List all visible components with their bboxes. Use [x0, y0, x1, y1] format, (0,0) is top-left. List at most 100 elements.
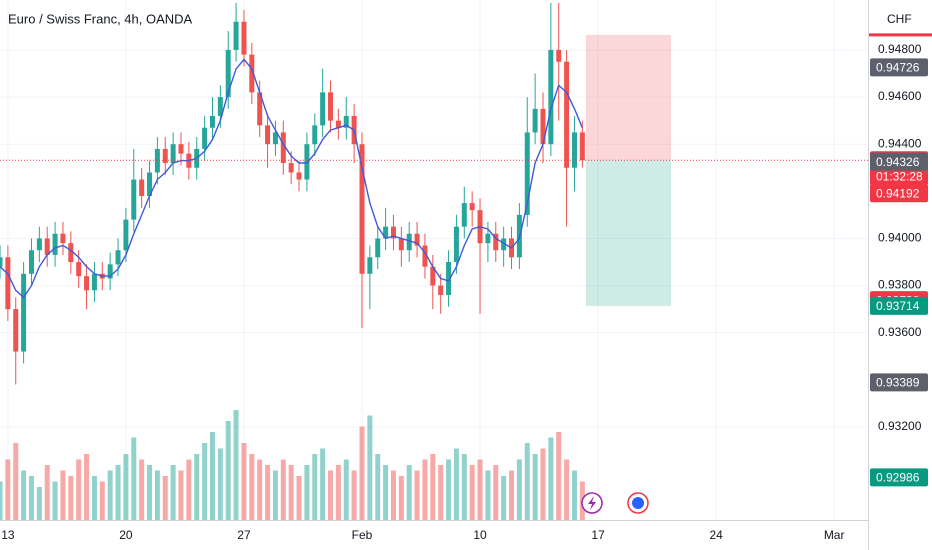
- lightning-icon: [588, 496, 596, 510]
- position-layer: [586, 34, 671, 306]
- candle-body: [375, 238, 381, 258]
- volume-bar: [383, 465, 389, 520]
- volume-bar: [398, 476, 404, 520]
- price-label: 0.94726: [876, 61, 920, 75]
- candle-body: [556, 49, 562, 62]
- volume-bar: [296, 476, 302, 520]
- candle-body: [461, 203, 467, 227]
- volume-bar: [453, 448, 459, 520]
- volume-bar: [209, 432, 215, 520]
- candle-body: [44, 238, 50, 255]
- candle-body: [249, 54, 255, 93]
- x-tick-label: 17: [591, 528, 605, 542]
- volume-bar: [524, 443, 530, 520]
- candle-body: [162, 148, 168, 164]
- candle-body: [304, 144, 310, 180]
- candle-body: [414, 233, 420, 246]
- price-label-box: [870, 468, 928, 487]
- volume-bar: [304, 465, 310, 520]
- candle-body: [367, 257, 373, 274]
- volume-bar: [225, 421, 231, 520]
- candle-body: [446, 262, 452, 295]
- x-tick-label: 13: [1, 528, 15, 542]
- volume-bar: [422, 459, 428, 520]
- x-tick-label: 20: [119, 528, 133, 542]
- volume-bar: [13, 443, 19, 520]
- volume-bar: [36, 487, 42, 520]
- volume-bar: [115, 465, 121, 520]
- volume-bar: [532, 454, 538, 520]
- axis-layer: 0.93200 0.93600 0.93800 0.94000 0.94400 0.946…: [1, 33, 932, 542]
- volume-bar: [556, 432, 562, 520]
- stop-marker: [869, 33, 932, 37]
- event-icons[interactable]: [581, 492, 649, 514]
- candle-body: [217, 97, 223, 116]
- price-label-box: [870, 184, 928, 203]
- candle-body: [383, 226, 389, 239]
- volume-bar: [233, 410, 239, 520]
- candle-body: [493, 233, 499, 251]
- candle-body: [147, 172, 153, 197]
- y-tick-label: 0.94000: [878, 231, 922, 245]
- candle-body: [469, 203, 475, 211]
- volume-bar: [0, 481, 3, 520]
- volume-bar: [139, 459, 145, 520]
- candle-body: [68, 243, 74, 263]
- candle-body: [84, 276, 90, 291]
- volume-bar: [178, 470, 184, 520]
- volume-bar: [564, 459, 570, 520]
- candle-body: [579, 132, 585, 161]
- candle-body: [115, 250, 121, 265]
- volume-bar: [84, 454, 90, 520]
- volume-bar: [438, 465, 444, 520]
- candle-body: [453, 226, 459, 263]
- candle-body: [328, 92, 334, 121]
- volume-layer: [0, 410, 585, 520]
- candle-body: [438, 285, 444, 295]
- y-tick-label: 0.94400: [878, 136, 922, 150]
- candle-body: [202, 127, 208, 149]
- candle-body: [335, 120, 341, 128]
- candle-body: [571, 132, 577, 168]
- y-tick-label: 0.93800: [878, 278, 922, 292]
- volume-bar: [477, 459, 483, 520]
- candle-body: [107, 264, 113, 279]
- volume-bar: [430, 454, 436, 520]
- volume-bar: [249, 454, 255, 520]
- currency-label: CHF: [887, 12, 912, 26]
- volume-bar: [21, 470, 27, 520]
- candle-body: [52, 233, 58, 255]
- volume-bar: [312, 454, 318, 520]
- volume-bar: [170, 465, 176, 520]
- volume-bar: [461, 454, 467, 520]
- volume-bar: [91, 476, 97, 520]
- price-label: 0.93389: [876, 376, 920, 390]
- volume-bar: [162, 476, 168, 520]
- volume-bar: [272, 470, 278, 520]
- candle-body: [170, 144, 176, 164]
- candle-body: [257, 92, 263, 126]
- volume-bar: [257, 459, 263, 520]
- volume-bar: [154, 470, 160, 520]
- candle-body: [233, 21, 239, 50]
- candle-body: [359, 144, 365, 274]
- volume-bar: [548, 437, 554, 520]
- candle-body: [123, 219, 129, 251]
- volume-bar: [501, 476, 507, 520]
- candle-body: [131, 179, 137, 220]
- y-tick-label: 0.93600: [878, 325, 922, 339]
- x-tick-label: 27: [237, 528, 251, 542]
- volume-bar: [194, 454, 200, 520]
- volume-bar: [288, 465, 294, 520]
- candle-body: [501, 238, 507, 251]
- candle-body: [288, 163, 294, 173]
- volume-bar: [68, 476, 74, 520]
- candle-body: [272, 132, 278, 145]
- candle-body: [430, 266, 436, 286]
- candle-body: [5, 257, 11, 310]
- candle-body: [225, 49, 231, 98]
- candle-body: [265, 125, 271, 145]
- volume-bar: [375, 454, 381, 520]
- y-tick-label: 0.94600: [878, 89, 922, 103]
- volume-bar: [52, 481, 58, 520]
